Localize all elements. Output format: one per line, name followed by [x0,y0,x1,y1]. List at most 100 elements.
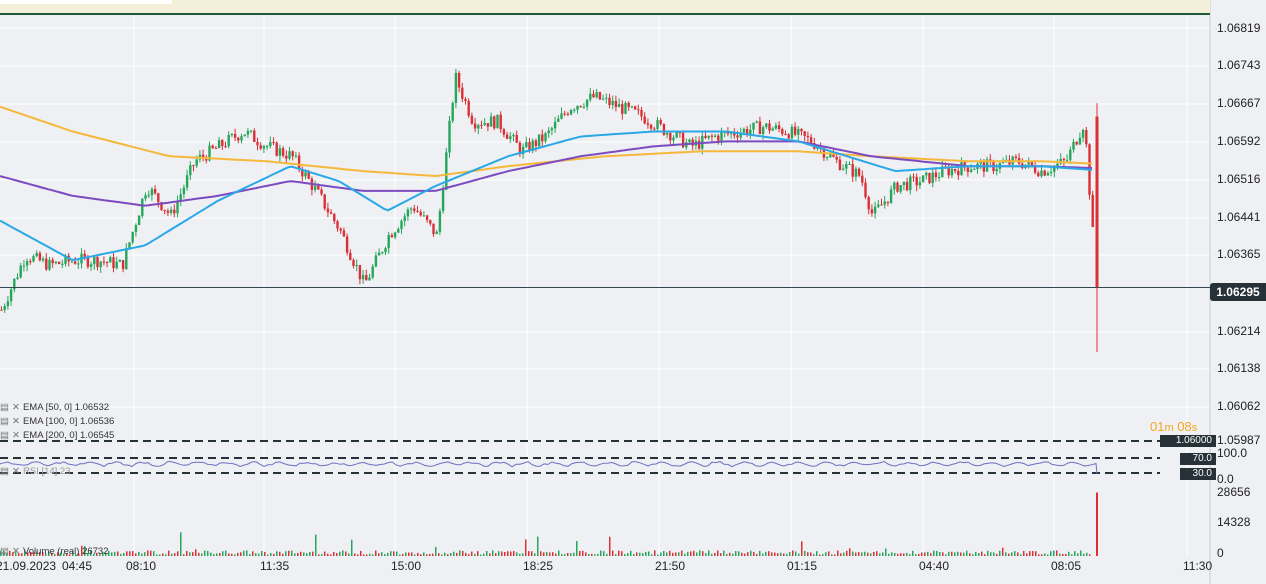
candle-body [547,130,550,134]
settings-icon[interactable]: ▤ [0,546,9,557]
candle-body [1049,171,1053,174]
volume-bar [408,552,410,556]
volume-bar [303,552,305,556]
volume-bar [891,552,893,556]
candle-body [886,201,890,203]
candle-body [13,278,16,290]
ema50-line [0,130,1093,261]
volume-bar [546,551,548,556]
candle-body [493,116,496,129]
horizontal-line-drawing[interactable] [0,13,1210,15]
candle-body [557,118,560,122]
volume-bar [366,554,368,556]
volume-bar [651,554,653,556]
volume-bar [939,551,941,556]
volume-bar [162,553,164,556]
candle-body [131,231,134,243]
volume-bar [930,553,932,556]
close-icon[interactable]: ✕ [11,402,20,413]
candle-body [550,128,554,131]
volume-bar [960,552,962,556]
time-axis-tick: 15:00 [391,559,422,573]
volume-bar [261,551,263,556]
legend-rsi[interactable]: ▤ ✕ RSI [14] 23 [0,466,70,477]
volume-bar [567,552,569,556]
legend-ema100[interactable]: ▤ ✕ EMA [100, 0] 1.06536 [0,416,114,427]
settings-icon[interactable]: ▤ [0,466,9,477]
volume-bar [30,551,32,556]
volume-bar [411,552,413,556]
volume-bar [774,552,776,556]
candle-body [499,114,502,130]
candle-body [941,166,944,177]
volume-bar [6,553,8,556]
candle-body [704,135,707,139]
volume-bar [996,553,998,556]
candle-body [950,169,954,176]
candle-body [1033,165,1037,173]
candle-body [873,206,877,214]
candle-body [349,252,352,260]
volume-bar [660,552,662,556]
settings-icon[interactable]: ▤ [0,402,9,413]
volume-bar [177,551,179,556]
volume-bar [273,553,275,556]
volume-bar [81,545,83,556]
candle-body [451,103,454,121]
time-axis-tick: 04:45 [62,559,93,573]
volume-bar [51,552,53,556]
close-icon[interactable]: ✕ [11,430,20,441]
time-axis-tick: 08:05 [1051,559,1082,573]
volume-bar [549,552,551,556]
volume-bar [324,551,326,556]
close-icon[interactable]: ✕ [11,466,20,477]
volume-bar [327,553,329,556]
volume-bar [444,552,446,556]
volume-bar [84,546,86,556]
volume-bar [60,552,62,556]
volume-bar [432,553,434,556]
legend-volume[interactable]: ▤ ✕ Volume (real) 26732 [0,546,109,557]
candle-body [835,156,838,160]
volume-bar [648,551,650,556]
volume-bar [423,552,425,556]
candle-body [179,194,182,201]
candle-body [774,125,778,129]
candle-body [48,259,51,270]
candle-body [176,200,179,214]
volume-bar [753,551,755,556]
volume-bar [1038,554,1040,556]
candle-body [659,120,662,124]
price-axis-tick: 1.06819 [1217,21,1261,35]
close-icon[interactable]: ✕ [11,546,20,557]
volume-bar [699,550,701,556]
candle-body [870,209,874,214]
candle-body [54,261,58,264]
last-candle-body [1095,116,1099,288]
volume-bar [105,552,107,556]
volume-bar [231,553,233,556]
volume-bar [417,552,419,556]
legend-ema50[interactable]: ▤ ✕ EMA [50, 0] 1.06532 [0,402,109,413]
settings-icon[interactable]: ▤ [0,430,9,441]
candle-body [64,255,67,264]
settings-icon[interactable]: ▤ [0,416,9,427]
volume-bar [834,554,836,556]
countdown-seconds: 08 [1177,419,1192,434]
candle-body [534,140,538,147]
candle-body [781,129,784,135]
legend-ema200[interactable]: ▤ ✕ EMA [200, 0] 1.06545 [0,430,114,441]
volume-bar [456,552,458,556]
candle-body [240,136,243,141]
volume-bar [1029,551,1031,556]
candle-body [173,209,176,214]
candle-body [969,169,973,172]
close-icon[interactable]: ✕ [11,416,20,427]
volume-bar [72,551,74,556]
price-axis-tick: 1.06743 [1217,58,1261,72]
volume-bar [813,554,815,556]
volume-bar [786,553,788,556]
volume-bar [357,554,359,556]
candle-body [381,252,384,254]
